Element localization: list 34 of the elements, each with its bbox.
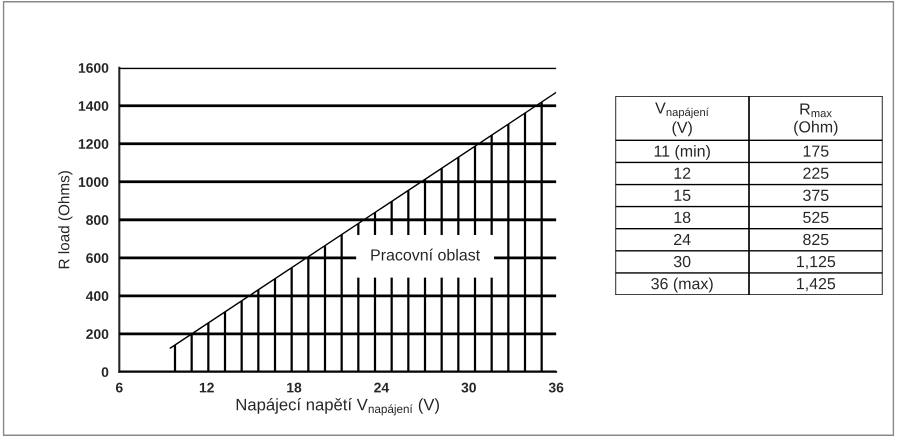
y-tick-label: 400	[86, 291, 108, 302]
x-tick-label: 18	[287, 382, 302, 393]
text: 1,125	[797, 256, 836, 270]
x-tick-label: 36	[548, 382, 564, 393]
x-tick-label: 6	[116, 382, 123, 393]
text: 15	[674, 190, 690, 201]
text: R$_{max}$ (Ohm)	[794, 104, 838, 136]
text: 825	[803, 234, 828, 246]
y-tick-label: 200	[86, 329, 108, 340]
text: 175	[804, 146, 828, 157]
text: 36 (max)	[651, 278, 713, 292]
text: 18	[674, 212, 690, 224]
y-tick-label: 1600	[78, 63, 108, 73]
x-tick-label: 12	[200, 382, 214, 392]
text: 11 (min)	[654, 145, 710, 160]
y-tick-label: 0	[102, 367, 108, 378]
text: V$_{napájení}$ (V)	[655, 102, 709, 136]
text: 24	[674, 234, 691, 245]
text: 12	[674, 168, 690, 179]
text: 30	[674, 256, 690, 268]
y-axis-title: R load (Ohms)	[58, 171, 72, 268]
text: 225	[803, 168, 828, 179]
y-tick-label: 600	[86, 253, 108, 263]
text: 525	[803, 212, 828, 224]
x-tick-label: 30	[461, 382, 476, 393]
y-tick-label: 1400	[78, 101, 108, 111]
x-axis-title: Napájecí napětí V$_{napájení}$ (V)	[236, 398, 439, 416]
text: 375	[803, 190, 828, 201]
y-tick-label: 1200	[78, 139, 108, 149]
text: 1,425	[797, 278, 836, 292]
x-tick-label: 24	[374, 382, 390, 392]
y-tick-label: 800	[86, 215, 108, 225]
y-tick-label: 1000	[78, 177, 108, 187]
annotation: Pracovní oblast	[371, 248, 480, 261]
